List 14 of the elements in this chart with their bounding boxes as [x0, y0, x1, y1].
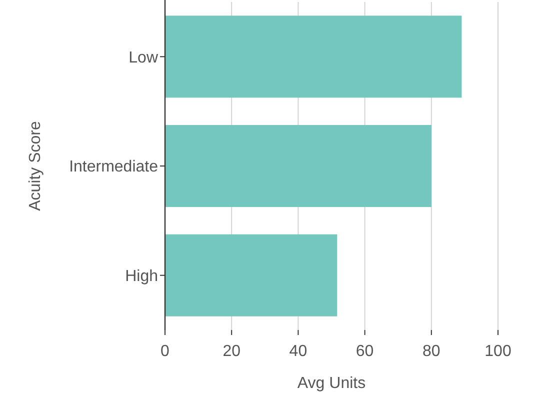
x-tick-label: 40 — [289, 343, 308, 360]
x-tick-label: 80 — [422, 343, 440, 360]
y-axis-title: Acuity Score — [27, 120, 44, 211]
y-tick-label: Low — [128, 49, 158, 66]
y-tick-label: High — [125, 268, 158, 285]
x-tick-label: 20 — [222, 343, 241, 360]
bar — [165, 16, 462, 98]
y-tick-label: Intermediate — [69, 158, 158, 176]
x-tick-label: 100 — [484, 343, 512, 360]
x-tick-label: 60 — [356, 343, 374, 360]
x-axis-title: Avg Units — [297, 375, 366, 392]
bar — [165, 234, 338, 316]
bar — [165, 125, 432, 207]
x-tick-label: 0 — [160, 343, 170, 360]
